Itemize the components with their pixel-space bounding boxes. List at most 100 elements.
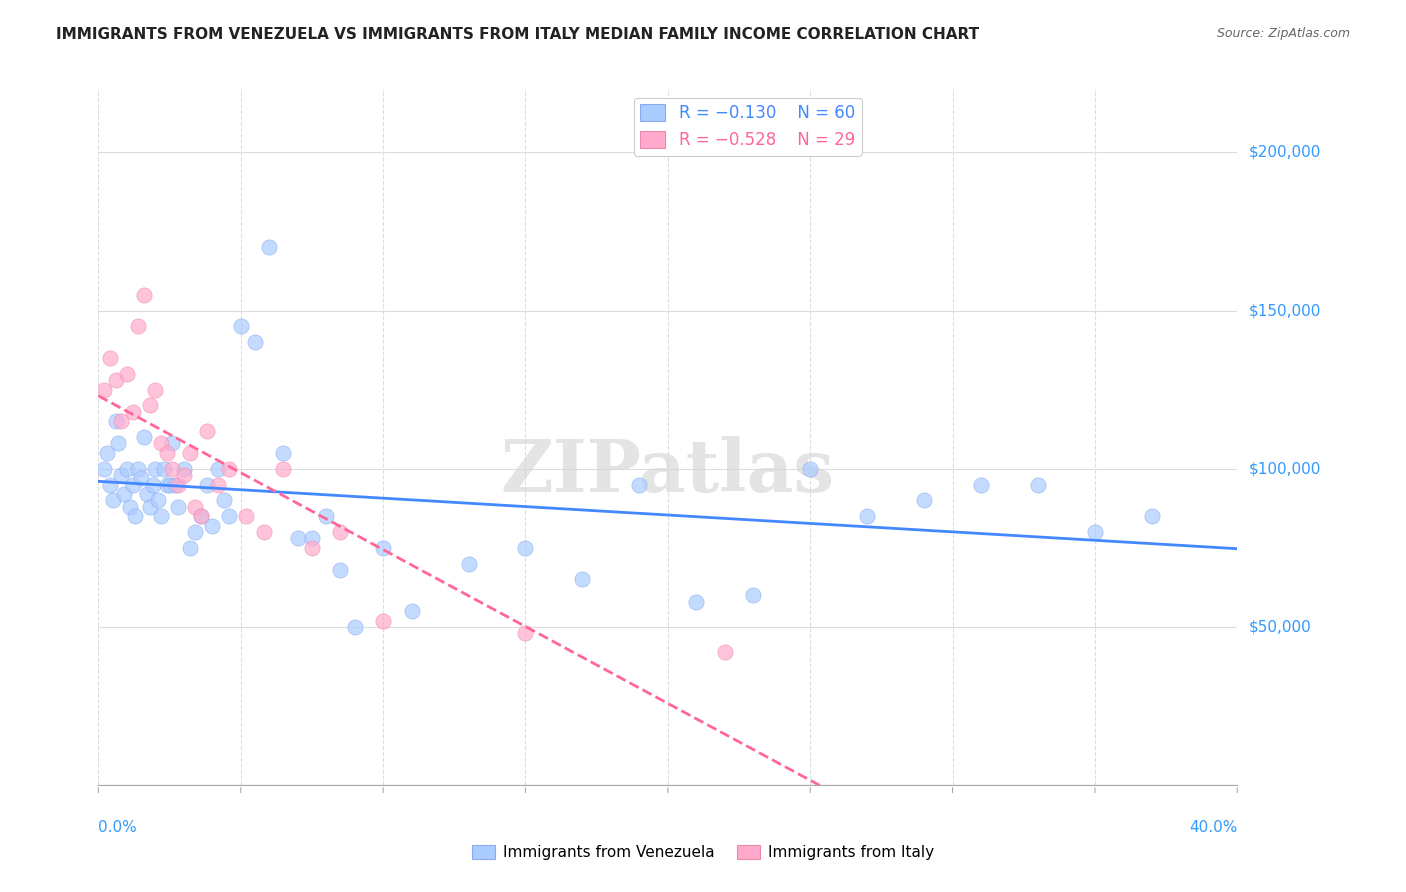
Point [628,477,651,491]
Point [301,531,323,545]
Point [1026,477,1049,491]
Point [156,446,179,460]
Point [115,461,138,475]
Point [93,461,115,475]
Point [184,500,207,514]
Point [121,405,143,419]
Point [101,493,124,508]
Point [98,477,121,491]
Point [207,461,229,475]
Point [373,614,395,628]
Point [104,373,127,387]
Text: $100,000: $100,000 [1249,461,1320,476]
Text: 0.0%: 0.0% [98,820,138,835]
Point [150,436,173,450]
Text: ZIPatlas: ZIPatlas [501,436,835,508]
Point [148,493,170,508]
Point [1140,509,1163,524]
Point [118,500,141,514]
Point [124,509,146,524]
Point [201,518,224,533]
Point [970,477,993,491]
Point [301,541,323,555]
Point [195,477,218,491]
Point [132,430,155,444]
Point [138,500,160,514]
Point [93,383,115,397]
Point [127,319,149,334]
Point [165,477,187,491]
Point [235,509,257,524]
Point [107,436,129,450]
Point [207,477,229,491]
Point [571,573,593,587]
Point [179,446,201,460]
Point [135,487,157,501]
Point [110,468,132,483]
Point [98,351,121,365]
Point [145,461,167,475]
Point [184,524,207,539]
Point [156,477,179,491]
Text: $50,000: $50,000 [1249,619,1312,634]
Point [145,383,167,397]
Point [912,493,935,508]
Point [799,461,821,475]
Point [401,604,423,618]
Legend: Immigrants from Venezuela, Immigrants from Italy: Immigrants from Venezuela, Immigrants fr… [465,839,941,866]
Point [132,287,155,301]
Point [179,541,201,555]
Point [515,541,537,555]
Point [104,414,127,428]
Point [212,493,235,508]
Text: $200,000: $200,000 [1249,145,1320,160]
Point [742,588,765,602]
Point [1084,524,1107,539]
Point [121,477,143,491]
Point [167,477,190,491]
Point [167,500,190,514]
Point [110,414,132,428]
Point [190,509,212,524]
Point [243,335,266,350]
Point [190,509,212,524]
Point [457,557,479,571]
Point [218,509,240,524]
Point [150,509,173,524]
Point [856,509,879,524]
Point [714,645,737,659]
Point [252,524,274,539]
Point [343,620,366,634]
Point [273,461,295,475]
Point [153,461,176,475]
Point [515,626,537,640]
Point [259,240,281,254]
Point [315,509,337,524]
Text: 40.0%: 40.0% [1189,820,1237,835]
Point [115,367,138,381]
Point [138,399,160,413]
Point [195,424,218,438]
Point [141,477,163,491]
Point [162,436,184,450]
Point [173,461,195,475]
Point [159,477,181,491]
Point [685,594,707,608]
Point [229,319,252,334]
Point [112,487,135,501]
Point [129,471,152,485]
Text: IMMIGRANTS FROM VENEZUELA VS IMMIGRANTS FROM ITALY MEDIAN FAMILY INCOME CORRELAT: IMMIGRANTS FROM VENEZUELA VS IMMIGRANTS … [56,27,980,42]
Legend: R = −0.130    N = 60, R = −0.528    N = 29: R = −0.130 N = 60, R = −0.528 N = 29 [634,97,862,155]
Point [287,531,309,545]
Text: Source: ZipAtlas.com: Source: ZipAtlas.com [1216,27,1350,40]
Point [329,563,352,577]
Point [162,461,184,475]
Point [218,461,240,475]
Point [127,461,149,475]
Point [329,524,352,539]
Point [173,468,195,483]
Point [373,541,395,555]
Point [96,446,118,460]
Text: $150,000: $150,000 [1249,303,1320,318]
Point [273,446,295,460]
